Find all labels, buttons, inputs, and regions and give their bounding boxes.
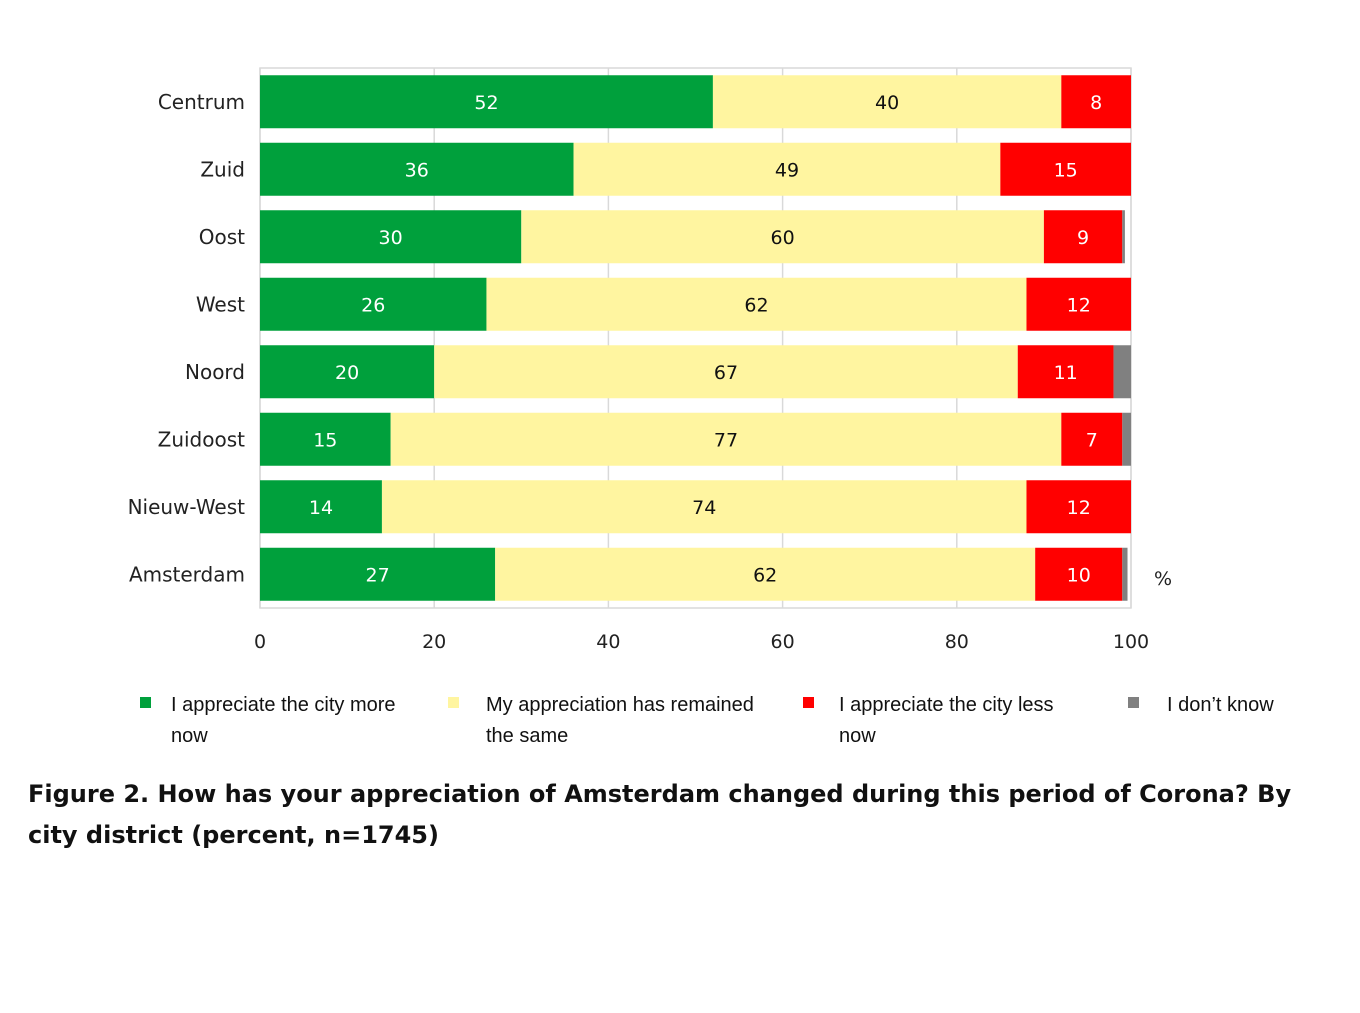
bar-value-label: 14	[309, 497, 333, 519]
bar-segment	[1061, 412, 1123, 466]
bar-segment	[260, 277, 487, 331]
bar-value-label: 36	[405, 159, 429, 181]
bar-segment	[260, 75, 713, 129]
x-tick-label: 20	[422, 631, 446, 653]
x-tick-label: 40	[596, 631, 620, 653]
bar-segment	[1061, 75, 1131, 129]
bar-segment	[260, 547, 496, 601]
bar-segment	[1000, 142, 1131, 196]
bar-value-label: 12	[1067, 294, 1091, 316]
bar-value-label: 52	[474, 92, 498, 114]
bar-segment	[1017, 345, 1114, 399]
bar-value-label: 7	[1086, 429, 1098, 451]
bar-segment	[486, 277, 1027, 331]
category-label: Centrum	[158, 90, 245, 114]
bar-value-label: 27	[365, 564, 389, 586]
bar-segment	[260, 480, 382, 534]
unit-label: %	[1154, 568, 1172, 590]
legend-label-same: My appreciation has remained the same	[486, 694, 754, 747]
bar-value-label: 26	[361, 294, 385, 316]
legend-label-dontknow: I don’t know	[1167, 694, 1274, 716]
bar-segment	[260, 345, 435, 399]
legend-label-more: I appreciate the city more now	[171, 694, 396, 747]
x-tick-label: 60	[771, 631, 795, 653]
bar-segment	[1043, 210, 1123, 264]
bar-value-label: 40	[875, 92, 899, 114]
bar-segment	[1026, 480, 1131, 534]
x-tick-label: 100	[1113, 631, 1149, 653]
category-label: Oost	[199, 225, 245, 249]
legend-swatch-less	[803, 697, 814, 708]
bar-value-label: 12	[1067, 497, 1091, 519]
bar-value-label: 15	[1054, 159, 1078, 181]
bar-value-label: 60	[771, 227, 795, 249]
bar-segment	[1026, 277, 1131, 331]
bar-value-label: 77	[714, 429, 738, 451]
legend: I appreciate the city more now My appreci…	[0, 690, 1360, 760]
bar-segment	[381, 480, 1027, 534]
bar-value-label: 10	[1067, 564, 1091, 586]
category-label: Amsterdam	[129, 562, 245, 586]
category-label: Nieuw-West	[128, 495, 246, 519]
category-label: Noord	[185, 360, 245, 384]
x-axis-ticks: 0 20 40 60 80 100	[254, 631, 1149, 653]
legend-swatch-more	[140, 697, 151, 708]
bar-segment	[573, 142, 1001, 196]
bar-segment	[390, 412, 1062, 466]
bar-segment	[1122, 547, 1128, 601]
bar-value-label: 49	[775, 159, 799, 181]
bar-segment	[1122, 210, 1125, 264]
bar-segment	[260, 142, 574, 196]
bar-segment	[260, 412, 391, 466]
figure-caption: Figure 2. How has your appreciation of A…	[28, 780, 1292, 849]
category-label: West	[196, 292, 245, 316]
bar-segment	[260, 210, 522, 264]
bar-value-label: 15	[313, 429, 337, 451]
x-tick-label: 80	[945, 631, 969, 653]
bar-segment	[1122, 412, 1131, 466]
bar-value-label: 67	[714, 362, 738, 384]
x-tick-label: 0	[254, 631, 266, 653]
bars	[260, 75, 1131, 601]
legend-label-less: I appreciate the city less now	[839, 694, 1054, 747]
category-label: Zuid	[200, 157, 245, 181]
bar-segment	[521, 210, 1044, 264]
bar-value-label: 74	[692, 497, 716, 519]
legend-swatch-dontknow	[1128, 697, 1139, 708]
bar-segment	[1035, 547, 1123, 601]
bar-segment	[495, 547, 1036, 601]
bar-value-label: 8	[1090, 92, 1102, 114]
bar-value-label: 62	[744, 294, 768, 316]
bar-segment	[434, 345, 1018, 399]
category-label: Zuidoost	[158, 427, 246, 451]
bar-value-label: 20	[335, 362, 359, 384]
bar-value-label: 9	[1077, 227, 1089, 249]
legend-swatch-same	[448, 697, 459, 708]
bar-value-label: 62	[753, 564, 777, 586]
bar-segment	[1113, 345, 1131, 399]
bar-value-label: 11	[1054, 362, 1078, 384]
category-labels: Centrum Zuid Oost West Noord Zuidoost Nieuw-We…	[128, 90, 246, 587]
bar-value-label: 30	[379, 227, 403, 249]
bar-segment	[712, 75, 1062, 129]
